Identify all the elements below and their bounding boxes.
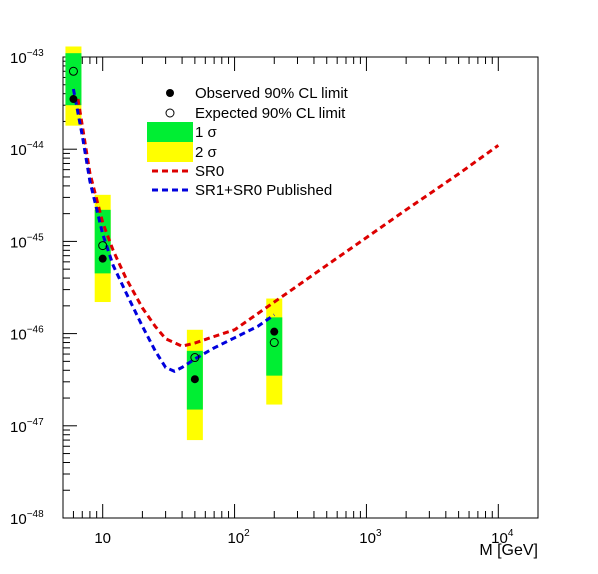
observed-marker <box>98 254 107 263</box>
y-tick-label: 10−47 <box>10 417 44 436</box>
x-tick-label: 102 <box>227 528 250 547</box>
legend-label: 1 σ <box>195 124 218 141</box>
legend: Observed 90% CL limit Expected 90% CL lim… <box>147 85 349 199</box>
legend-sigma1-swatch <box>147 122 193 142</box>
legend-label: Observed 90% CL limit <box>195 85 349 102</box>
sigma1-band <box>65 53 82 106</box>
expected-marker <box>98 241 108 251</box>
x-axis-title: M [GeV] <box>479 542 538 559</box>
legend-label: 2 σ <box>195 144 218 161</box>
sr1-sr0-published-curve <box>71 88 276 373</box>
limit-curves <box>71 88 500 373</box>
plot-frame <box>62 56 539 519</box>
y-tick-labels: 10−48 10−47 10−46 10−45 10−44 10−43 <box>10 48 44 528</box>
legend-label: Expected 90% CL limit <box>195 105 346 122</box>
legend-expected-symbol <box>165 108 175 118</box>
x-tick-label: 10 <box>94 530 111 547</box>
minor-ticks <box>62 56 539 519</box>
observed-marker <box>270 327 279 336</box>
observed-marker <box>69 95 78 104</box>
legend-label: SR1+SR0 Published <box>195 182 332 199</box>
sr0-curve <box>76 98 500 348</box>
x-tick-label: 104 <box>491 528 514 547</box>
expected-marker <box>269 338 279 348</box>
y-tick-label: 10−48 <box>10 509 44 528</box>
x-tick-labels: 10 102 103 104 <box>94 528 514 547</box>
legend-observed-symbol <box>166 89 174 97</box>
observed-marker <box>190 375 199 384</box>
y-tick-label: 10−43 <box>10 48 44 67</box>
legend-label: SR0 <box>195 163 224 180</box>
legend-sigma2-swatch <box>147 142 193 162</box>
expected-marker <box>190 353 200 363</box>
expected-marker <box>68 66 78 76</box>
y-tick-label: 10−46 <box>10 325 44 344</box>
y-tick-label: 10−44 <box>10 140 44 159</box>
y-tick-label: 10−45 <box>10 232 44 251</box>
limit-markers <box>68 66 279 384</box>
x-tick-label: 103 <box>359 528 382 547</box>
